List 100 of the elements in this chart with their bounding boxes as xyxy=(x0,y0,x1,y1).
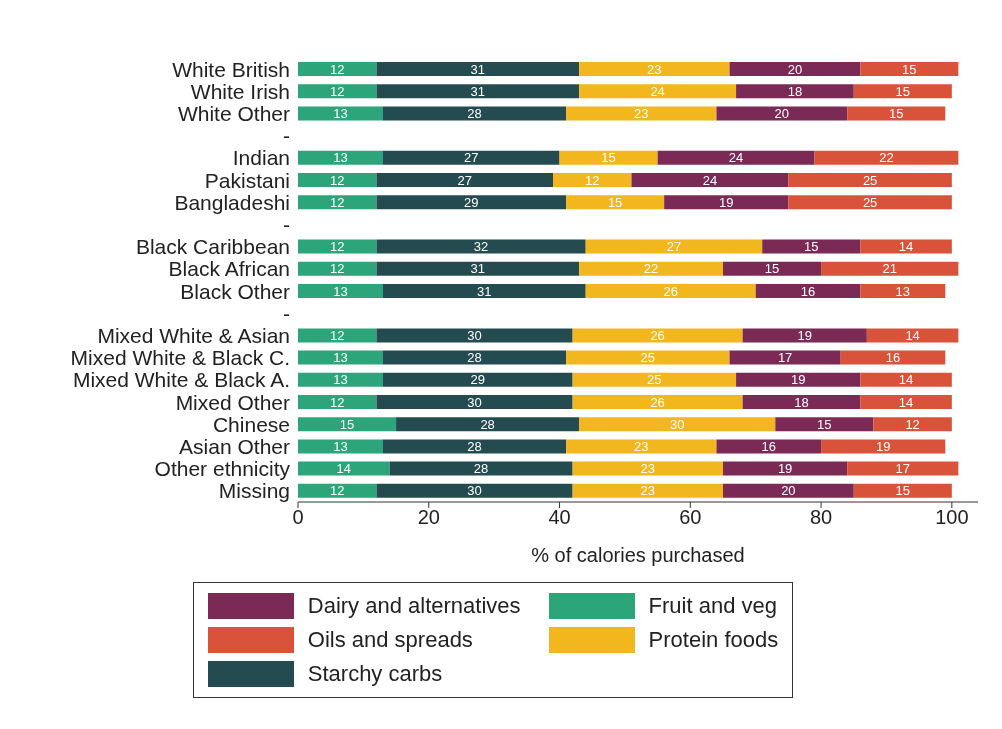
data-label: 14 xyxy=(905,328,920,344)
bar xyxy=(298,106,383,121)
x-tick-label: 0 xyxy=(292,506,304,529)
data-label: 19 xyxy=(797,328,812,344)
data-label: 27 xyxy=(457,172,472,188)
data-label: 15 xyxy=(804,239,819,255)
data-label: 28 xyxy=(480,416,495,432)
y-tick-label: Other ethnicity xyxy=(154,457,291,481)
bar xyxy=(755,284,861,298)
data-label: 30 xyxy=(467,394,482,410)
data-label: 21 xyxy=(882,261,897,277)
data-label: 15 xyxy=(817,416,832,432)
bar xyxy=(383,150,560,165)
bar xyxy=(298,461,390,476)
data-label: 25 xyxy=(647,372,662,388)
bar xyxy=(579,261,723,276)
data-label: 25 xyxy=(862,194,878,210)
data-label: 12 xyxy=(330,83,345,99)
data-label: 31 xyxy=(470,261,486,277)
data-label: 13 xyxy=(333,150,348,166)
bar xyxy=(579,62,730,76)
bar xyxy=(298,261,377,276)
bar xyxy=(723,261,822,276)
data-label: 28 xyxy=(473,461,489,477)
data-label: 19 xyxy=(790,372,806,388)
data-label: 26 xyxy=(650,394,665,410)
data-label: 20 xyxy=(774,106,790,122)
data-label: 23 xyxy=(647,61,662,77)
legend-label: Dairy and alternatives xyxy=(307,593,521,619)
bar xyxy=(742,395,861,409)
y-tick-label: Mixed White & Asian xyxy=(97,323,290,347)
y-tick-label: Black Other xyxy=(180,279,290,303)
bar xyxy=(657,150,815,165)
data-label: 12 xyxy=(330,483,345,499)
data-label: 12 xyxy=(330,194,345,210)
bar xyxy=(840,350,946,365)
data-label: 28 xyxy=(467,350,482,366)
bar xyxy=(860,395,952,409)
bar xyxy=(579,417,776,432)
data-label: 15 xyxy=(607,194,623,210)
legend-label: Oils and spreads xyxy=(307,627,473,653)
data-label: 31 xyxy=(470,83,486,99)
bar xyxy=(860,62,959,76)
data-label: 15 xyxy=(601,150,616,166)
data-label: 18 xyxy=(794,394,809,410)
bar xyxy=(298,350,383,365)
data-label: 12 xyxy=(330,61,345,77)
legend-label: Fruit and veg xyxy=(648,593,777,619)
bar xyxy=(383,284,586,298)
y-tick-label: White British xyxy=(172,57,290,81)
data-label: 26 xyxy=(663,283,678,299)
bar xyxy=(788,173,952,187)
bar xyxy=(723,483,854,498)
bar xyxy=(298,62,377,76)
bar xyxy=(729,350,841,365)
y-tick-label: Indian xyxy=(232,146,290,170)
data-label: 32 xyxy=(473,239,489,255)
bar xyxy=(566,350,730,365)
bar xyxy=(298,195,377,210)
bar xyxy=(298,328,377,343)
data-label: 27 xyxy=(666,239,682,255)
data-label: 15 xyxy=(902,61,917,77)
bar xyxy=(298,372,383,387)
data-label: 13 xyxy=(333,106,348,122)
bar xyxy=(814,150,959,165)
bar xyxy=(376,195,567,210)
data-label: 15 xyxy=(895,483,911,499)
bar xyxy=(860,239,952,254)
x-tick-label: 20 xyxy=(417,506,440,529)
bar xyxy=(729,62,861,76)
bar xyxy=(866,328,959,343)
bar xyxy=(572,372,737,387)
data-label: 23 xyxy=(640,483,656,499)
y-tick-label: Mixed White & Black A. xyxy=(72,368,290,392)
bar xyxy=(788,195,952,210)
bar xyxy=(389,461,573,476)
data-label: 25 xyxy=(640,350,656,366)
bar xyxy=(585,284,756,298)
bar xyxy=(383,106,567,121)
data-label: 12 xyxy=(585,172,600,188)
data-label: 17 xyxy=(777,350,793,366)
bar xyxy=(298,284,383,298)
bar xyxy=(847,106,946,121)
bar xyxy=(572,461,723,476)
bar xyxy=(376,395,573,409)
y-tick-label: Pakistani xyxy=(204,168,290,192)
bar xyxy=(396,417,580,432)
bar xyxy=(853,483,952,498)
bar xyxy=(376,84,580,99)
data-label: 13 xyxy=(895,283,911,299)
y-tick-label: Mixed White & Black C. xyxy=(70,346,290,370)
data-label: 31 xyxy=(470,61,486,77)
data-label: 19 xyxy=(777,461,793,477)
bar xyxy=(585,239,763,254)
bar xyxy=(775,417,874,432)
data-label: 19 xyxy=(875,439,891,455)
data-label: 22 xyxy=(643,261,659,277)
data-label: 15 xyxy=(889,106,904,122)
bar xyxy=(847,461,959,476)
data-label: 24 xyxy=(650,83,665,99)
